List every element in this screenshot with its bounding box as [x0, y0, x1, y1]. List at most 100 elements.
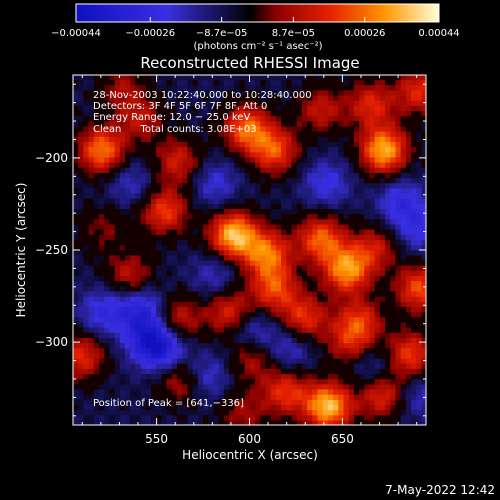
heatmap-cell	[286, 75, 293, 81]
heatmap-cell	[296, 244, 303, 251]
heatmap-cell	[223, 368, 230, 375]
heatmap-cell	[93, 378, 100, 385]
heatmap-cell	[379, 141, 386, 148]
heatmap-cell	[281, 110, 287, 117]
heatmap-cell	[177, 316, 183, 323]
heatmap-cell	[359, 94, 365, 101]
heatmap-cell	[281, 120, 287, 127]
heatmap-cell	[364, 223, 371, 230]
heatmap-cell	[379, 110, 386, 117]
heatmap-cell	[255, 347, 261, 354]
heatmap-cell	[411, 100, 417, 106]
heatmap-cell	[104, 141, 110, 148]
heatmap-cell	[255, 414, 261, 421]
heatmap-cell	[307, 89, 313, 96]
heatmap-cell	[270, 352, 277, 359]
heatmap-cell	[400, 79, 407, 86]
heatmap-cell	[405, 311, 412, 318]
heatmap-cell	[379, 399, 386, 405]
heatmap-cell	[73, 208, 79, 215]
heatmap-cell	[260, 368, 267, 375]
heatmap-cell	[359, 404, 365, 411]
heatmap-cell	[156, 136, 162, 142]
heatmap-cell	[327, 187, 334, 194]
heatmap-cell	[364, 110, 371, 117]
heatmap-cell	[83, 151, 90, 158]
heatmap-cell	[411, 136, 417, 142]
heatmap-cell	[119, 332, 126, 338]
heatmap-cell	[197, 316, 204, 323]
heatmap-cell	[171, 110, 178, 117]
heatmap-cell	[307, 229, 313, 235]
heatmap-cell	[151, 182, 157, 189]
heatmap-cell	[197, 275, 204, 282]
heatmap-cell	[182, 409, 188, 416]
heatmap-cell	[312, 151, 319, 158]
heatmap-cell	[270, 151, 277, 158]
heatmap-cell	[140, 156, 147, 163]
heatmap-cell	[359, 110, 365, 117]
heatmap-cell	[327, 141, 334, 148]
heatmap-cell	[114, 296, 121, 302]
heatmap-cell	[182, 357, 188, 364]
heatmap-cell	[348, 368, 355, 375]
heatmap-cell	[73, 79, 79, 86]
heatmap-cell	[182, 363, 188, 369]
heatmap-cell	[421, 198, 426, 204]
heatmap-cell	[161, 161, 168, 168]
heatmap-cell	[416, 105, 423, 111]
heatmap-cell	[255, 363, 261, 369]
heatmap-cell	[192, 378, 199, 385]
heatmap-cell	[275, 270, 282, 277]
heatmap-cell	[171, 280, 178, 287]
heatmap-cell	[411, 161, 417, 168]
heatmap-cell	[307, 419, 313, 425]
heatmap-cell	[379, 249, 386, 256]
heatmap-cell	[265, 239, 272, 246]
heatmap-cell	[145, 347, 152, 354]
heatmap-cell	[395, 234, 402, 240]
heatmap-cell	[322, 229, 329, 235]
heatmap-cell	[291, 161, 298, 168]
heatmap-cell	[135, 285, 142, 292]
heatmap-cell	[322, 100, 329, 106]
heatmap-cell	[99, 244, 105, 251]
heatmap-cell	[379, 254, 386, 261]
heatmap-cell	[203, 373, 209, 380]
heatmap-cell	[244, 409, 251, 416]
heatmap-cell	[109, 198, 116, 204]
heatmap-cell	[140, 270, 147, 277]
heatmap-cell	[327, 404, 334, 411]
heatmap-cell	[291, 172, 298, 179]
heatmap-cell	[364, 352, 371, 359]
heatmap-cell	[312, 161, 319, 168]
heatmap-cell	[229, 321, 235, 328]
heatmap-cell	[145, 218, 152, 225]
heatmap-cell	[385, 321, 391, 328]
heatmap-cell	[338, 409, 345, 416]
heatmap-cell	[296, 110, 303, 117]
heatmap-cell	[416, 373, 423, 380]
heatmap-cell	[281, 89, 287, 96]
heatmap-cell	[239, 198, 246, 204]
heatmap-cell	[265, 347, 272, 354]
heatmap-cell	[307, 342, 313, 349]
heatmap-cell	[395, 249, 402, 256]
heatmap-cell	[135, 383, 142, 390]
heatmap-cell	[197, 234, 204, 240]
heatmap-cell	[114, 161, 121, 168]
heatmap-cell	[171, 115, 178, 122]
heatmap-cell	[135, 229, 142, 235]
heatmap-cell	[348, 332, 355, 338]
heatmap-cell	[151, 399, 157, 405]
heatmap-cell	[203, 244, 209, 251]
heatmap-cell	[197, 363, 204, 369]
heatmap-cell	[234, 105, 241, 111]
heatmap-cell	[99, 399, 105, 405]
heatmap-cell	[83, 249, 90, 256]
heatmap-cell	[99, 239, 105, 246]
heatmap-cell	[125, 290, 131, 297]
heatmap-cell	[333, 363, 339, 369]
heatmap-cell	[234, 249, 241, 256]
heatmap-cell	[223, 399, 230, 405]
